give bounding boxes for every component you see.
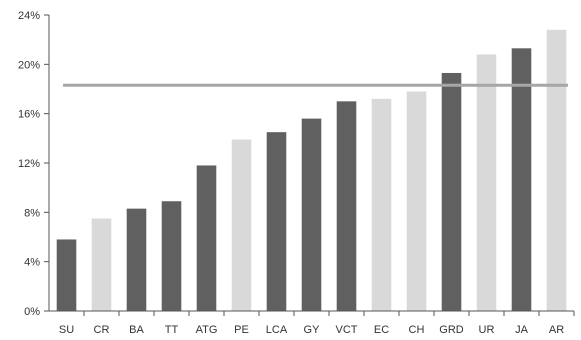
bar-ar (546, 29, 567, 312)
bar-su (56, 239, 77, 311)
x-tick-label: AR (549, 324, 564, 336)
x-tick-label: ATG (196, 324, 218, 336)
x-tick-label: BA (129, 324, 144, 336)
bar-ba (126, 208, 147, 311)
bar-gy (301, 118, 322, 311)
bar-cr (91, 218, 112, 311)
x-tick-label: LCA (266, 324, 288, 336)
bar-vct (336, 101, 357, 311)
x-tick-label: TT (165, 324, 179, 336)
y-tick-label: 12% (18, 158, 40, 170)
bar-ja (511, 48, 532, 312)
x-tick-label: UR (479, 324, 495, 336)
x-tick-label: SU (59, 324, 74, 336)
bar-lca (266, 132, 287, 311)
x-tick-label: EC (374, 324, 389, 336)
bar-ch (406, 91, 427, 311)
bars (56, 29, 567, 312)
bar-ur (476, 54, 497, 311)
x-tick-label: CR (94, 324, 110, 336)
bar-atg (196, 165, 217, 311)
y-tick-label: 4% (24, 257, 40, 269)
y-tick-label: 16% (18, 109, 40, 121)
x-axis: SU CR BA TT ATG PE LCA GY VCT EC CH GRD UR JA AR (49, 310, 575, 336)
bar-ec (371, 98, 392, 311)
y-tick-label: 20% (18, 59, 40, 71)
x-tick-label: GRD (439, 324, 464, 336)
y-tick-label: 0% (24, 306, 40, 318)
bar-grd (441, 72, 462, 311)
bar-pe (231, 139, 252, 311)
y-axis: 0% 4% 8% 12% 16% 20% 24% (18, 10, 50, 318)
y-tick-label: 8% (24, 207, 40, 219)
x-tick-label: CH (409, 324, 425, 336)
y-tick-label: 24% (18, 10, 40, 22)
x-tick-label: PE (234, 324, 249, 336)
x-tick-label: JA (515, 324, 529, 336)
bar-tt (161, 201, 182, 311)
x-tick-label: GY (304, 324, 321, 336)
x-tick-label: VCT (336, 324, 358, 336)
